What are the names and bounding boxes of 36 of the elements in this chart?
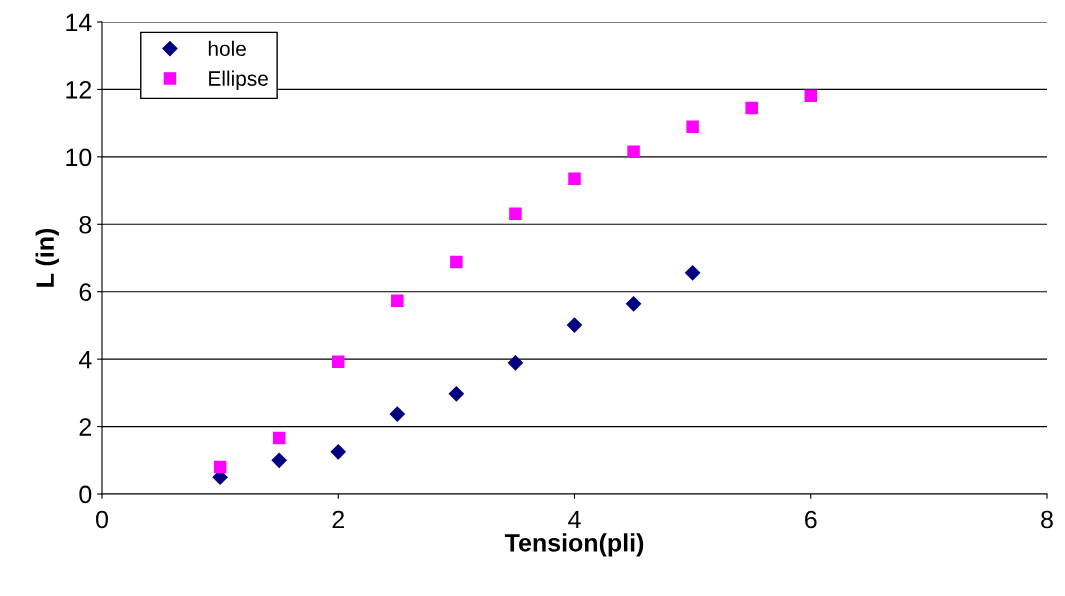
legend-label: hole (208, 40, 246, 57)
legend-label: Ellipse (209, 70, 268, 91)
point (213, 460, 227, 474)
y-tick-label: 12 (66, 81, 92, 99)
point (625, 296, 642, 312)
point (271, 452, 287, 468)
point (568, 172, 581, 186)
point (745, 101, 758, 115)
point (507, 355, 524, 371)
y-tick-label: 8 (79, 215, 92, 234)
point (509, 207, 522, 221)
y-axis-title: L (in) (35, 228, 59, 287)
point (627, 145, 640, 159)
y-tick-label: 6 (79, 283, 92, 302)
point (685, 265, 701, 281)
point (450, 255, 463, 269)
point (272, 431, 286, 445)
y-tick-label: 2 (79, 418, 92, 436)
x-tick-label: 4 (568, 510, 581, 529)
y-tick-label: 4 (78, 351, 92, 369)
point (804, 89, 818, 103)
x-tick-label: 8 (1041, 510, 1053, 529)
y-tick-label: 10 (66, 148, 92, 167)
x-tick-label: 0 (96, 510, 108, 529)
point (389, 406, 405, 422)
point (330, 444, 346, 460)
point (448, 386, 464, 402)
point (566, 317, 583, 333)
y-tick-label: 0 (79, 485, 92, 504)
x-tick-label: 2 (332, 510, 344, 529)
x-axis-title: Tension(pli) (504, 533, 644, 557)
point (331, 355, 345, 369)
x-tick-label: 6 (805, 510, 817, 529)
point (686, 120, 699, 134)
point (391, 294, 404, 308)
y-tick-label: 14 (66, 13, 92, 32)
